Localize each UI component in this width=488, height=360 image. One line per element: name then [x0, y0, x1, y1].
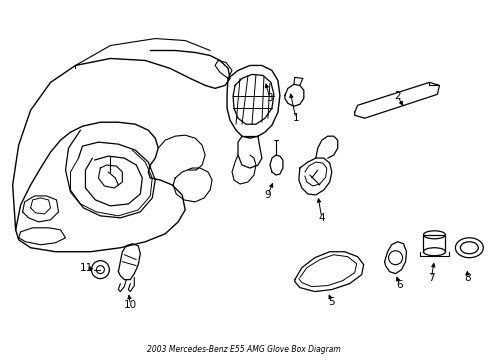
Text: 4: 4	[318, 213, 325, 223]
Text: 2: 2	[393, 91, 400, 101]
Text: 3: 3	[266, 93, 273, 103]
Text: 9: 9	[264, 190, 271, 200]
Text: 8: 8	[463, 273, 470, 283]
Text: 7: 7	[427, 273, 434, 283]
Text: 11: 11	[80, 263, 93, 273]
Text: 2003 Mercedes-Benz E55 AMG Glove Box Diagram: 2003 Mercedes-Benz E55 AMG Glove Box Dia…	[147, 345, 340, 354]
Text: 6: 6	[395, 280, 402, 289]
Text: 1: 1	[292, 113, 299, 123]
Text: 10: 10	[123, 300, 137, 310]
Text: 5: 5	[328, 297, 334, 306]
